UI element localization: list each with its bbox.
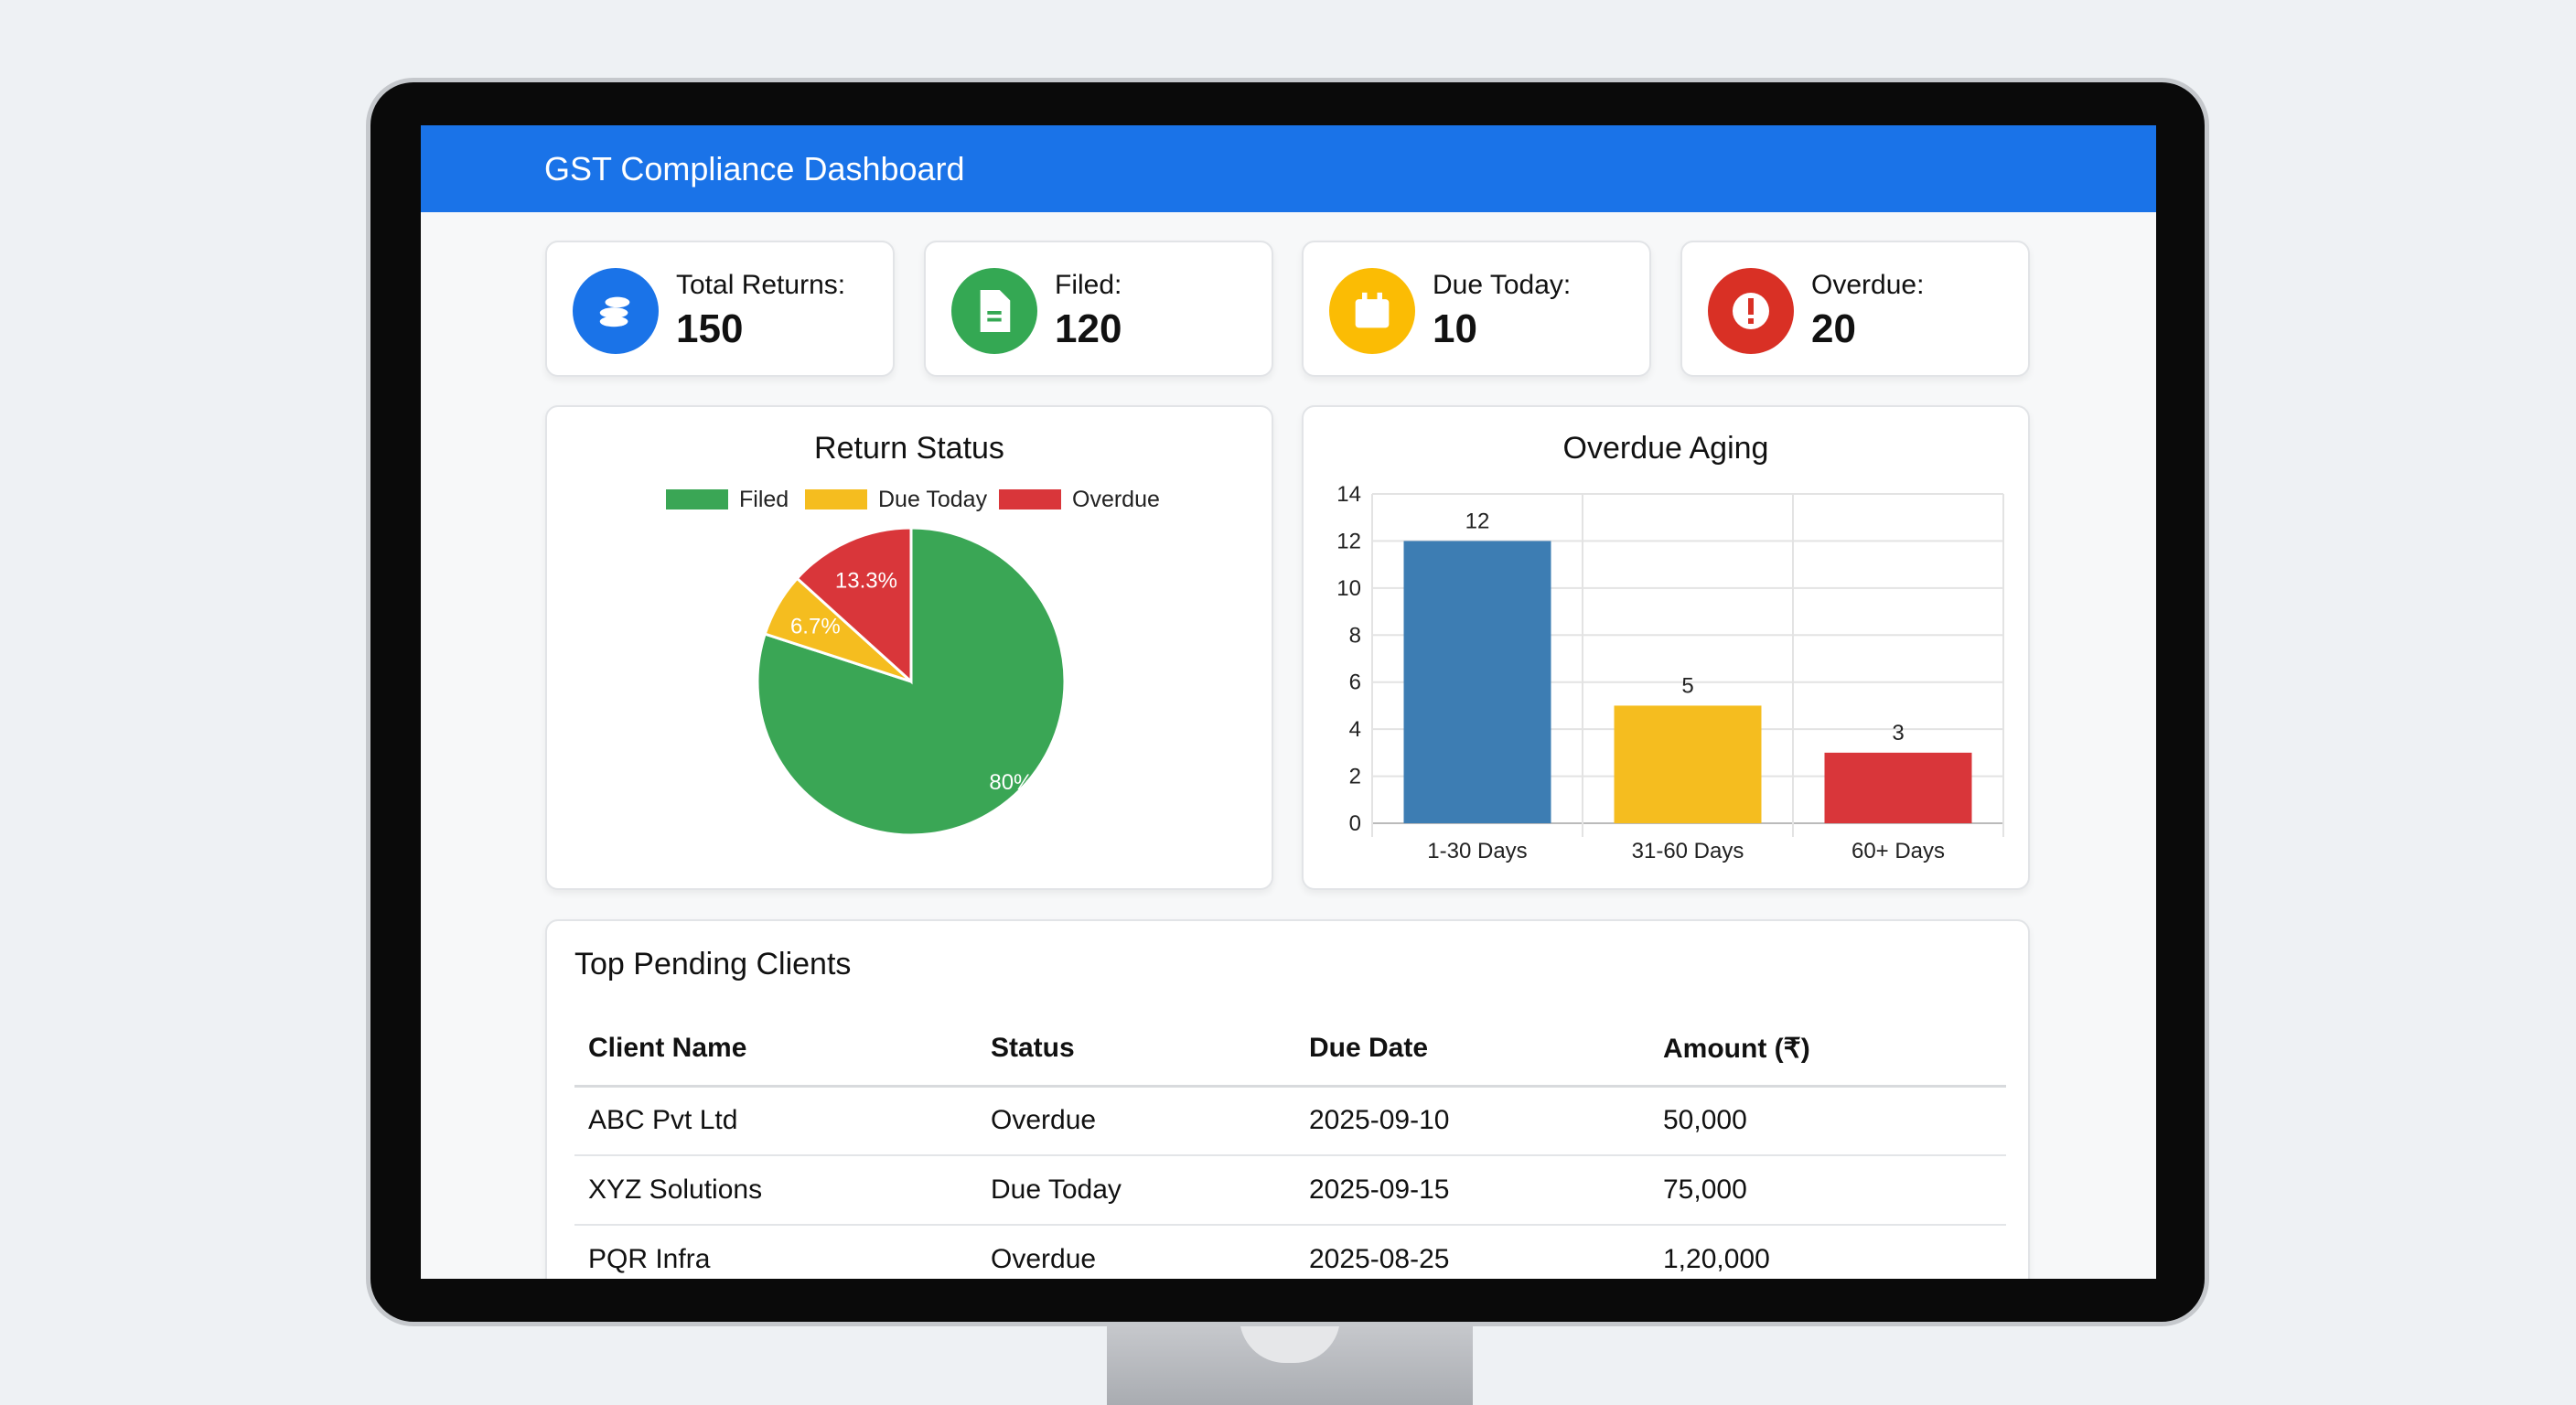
legend-swatch <box>666 489 728 509</box>
table-cell: 2025-09-10 <box>1295 1086 1649 1156</box>
table-cell: XYZ Solutions <box>574 1155 977 1226</box>
pie-slice <box>795 526 913 685</box>
card-label: Overdue: <box>1811 270 1925 300</box>
legend-label: Overdue <box>1072 487 1160 512</box>
card-overdue[interactable]: Overdue: 20 <box>1680 241 2030 377</box>
y-tick-label: 14 <box>1336 482 1361 507</box>
table-cell: ABC Pvt Ltd <box>574 1086 977 1156</box>
card-label: Due Today: <box>1433 270 1572 300</box>
table-row[interactable]: PQR Infra Overdue 2025-08-25 1,20,000 <box>574 1225 2006 1279</box>
table-cell: 2025-09-15 <box>1295 1155 1649 1226</box>
card-value: 10 <box>1433 306 1477 351</box>
chart-title: Overdue Aging <box>1562 431 1769 466</box>
coins-icon <box>573 268 659 354</box>
pie-label: 6.7% <box>790 614 841 638</box>
table-title: Top Pending Clients <box>574 947 852 981</box>
card-due-today[interactable]: Due Today: 10 <box>1302 241 1651 377</box>
table-cell: 50,000 <box>1649 1086 2006 1156</box>
table-cell: 75,000 <box>1649 1155 2006 1226</box>
card-label: Filed: <box>1055 270 1122 300</box>
card-total-returns[interactable]: Total Returns: 150 <box>545 241 895 377</box>
calendar-icon <box>1329 268 1415 354</box>
column-header[interactable]: Client Name <box>574 1013 977 1088</box>
pie-label: 13.3% <box>835 568 897 593</box>
overdue-aging-panel: Overdue Aging 0 2 4 6 8 10 12 14 12 1-30 Days 5 31-… <box>1302 405 2030 890</box>
pie-label: 80% <box>989 770 1033 795</box>
data-label: 5 <box>1681 673 1693 698</box>
bar-chart: 0 2 4 6 8 10 12 14 12 1-30 Days 5 31-60 Days 3 60+ Da… <box>1336 482 2004 863</box>
legend-swatch <box>805 489 867 509</box>
card-value: 120 <box>1055 306 1122 351</box>
table-row[interactable]: XYZ Solutions Due Today 2025-09-15 75,000 <box>574 1155 2006 1226</box>
table-cell: 1,20,000 <box>1649 1225 2006 1279</box>
top-pending-clients-panel: Top Pending Clients Client Name Status D… <box>545 919 2030 1279</box>
x-tick-label: 31-60 Days <box>1632 839 1744 863</box>
bar <box>1614 705 1762 823</box>
clients-table: Client Name Status Due Date Amount (₹) A… <box>574 1013 2006 1279</box>
data-label: 3 <box>1892 721 1904 745</box>
page-title: GST Compliance Dashboard <box>544 150 965 188</box>
bar <box>1824 752 1972 823</box>
column-header[interactable]: Due Date <box>1295 1013 1649 1088</box>
legend-swatch <box>999 489 1061 509</box>
app-header: GST Compliance Dashboard <box>421 125 2156 212</box>
table-cell: Due Today <box>977 1155 1295 1226</box>
table-row[interactable]: ABC Pvt Ltd Overdue 2025-09-10 50,000 <box>574 1086 2006 1156</box>
data-label: 12 <box>1465 509 1490 533</box>
y-tick-label: 4 <box>1349 717 1361 742</box>
legend-label: Due Today <box>878 487 988 512</box>
card-value: 150 <box>676 306 744 351</box>
table-cell: 2025-08-25 <box>1295 1225 1649 1279</box>
x-tick-label: 1-30 Days <box>1427 839 1527 863</box>
y-tick-label: 12 <box>1336 529 1361 553</box>
card-value: 20 <box>1811 306 1856 351</box>
y-tick-label: 10 <box>1336 576 1361 601</box>
document-icon <box>951 268 1037 354</box>
y-tick-label: 2 <box>1349 765 1361 789</box>
column-header[interactable]: Amount (₹) <box>1649 1013 2006 1088</box>
column-header[interactable]: Status <box>977 1013 1295 1088</box>
return-status-panel: Return Status Filed Due Today Overdue 80% 6.… <box>545 405 1273 890</box>
y-tick-label: 8 <box>1349 623 1361 648</box>
table-cell: Overdue <box>977 1086 1295 1156</box>
pie-slice <box>756 526 1067 837</box>
pie-chart: Filed Due Today Overdue 80% 6.7% 13.3% <box>666 487 1160 837</box>
card-filed[interactable]: Filed: 120 <box>924 241 1273 377</box>
table-header-row: Client Name Status Due Date Amount (₹) <box>574 1013 2006 1088</box>
y-tick-label: 6 <box>1349 670 1361 695</box>
screen: GST Compliance Dashboard Total Returns: … <box>421 125 2156 1279</box>
table-cell: PQR Infra <box>574 1225 977 1279</box>
chart-title: Return Status <box>814 431 1004 466</box>
bar <box>1403 541 1551 823</box>
alert-icon <box>1708 268 1794 354</box>
y-tick-label: 0 <box>1349 811 1361 836</box>
card-label: Total Returns: <box>676 270 846 300</box>
table-cell: Overdue <box>977 1225 1295 1279</box>
legend-label: Filed <box>739 487 789 512</box>
x-tick-label: 60+ Days <box>1852 839 1945 863</box>
